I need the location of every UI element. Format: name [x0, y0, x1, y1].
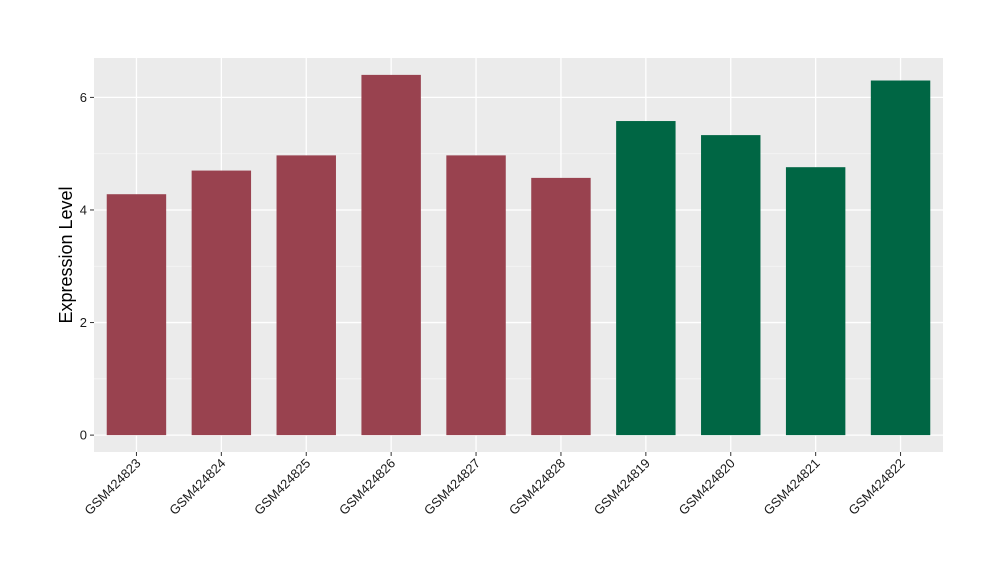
y-tick-label: 6	[80, 90, 87, 105]
x-tick-label: GSM424820	[676, 456, 738, 518]
x-tick-label: GSM424823	[81, 456, 143, 518]
x-tick-label: GSM424825	[251, 456, 313, 518]
bar-GSM424827	[446, 155, 506, 436]
bar-GSM424825	[276, 155, 336, 436]
bar-GSM424820	[701, 135, 761, 436]
bar-GSM424824	[191, 170, 252, 436]
x-tick-label: GSM424822	[845, 456, 907, 518]
y-axis: 0 2 4 6	[80, 90, 94, 443]
x-axis: GSM424823 GSM424824 GSM424825 GSM424826 GSM4…	[81, 452, 908, 518]
bar-GSM424819	[616, 121, 676, 436]
x-tick-label: GSM424826	[336, 456, 398, 518]
bars	[106, 74, 931, 436]
bar-GSM424826	[361, 74, 421, 436]
x-tick-label: GSM424821	[761, 456, 823, 518]
bar-GSM424822	[870, 80, 931, 436]
x-tick-label: GSM424824	[166, 456, 228, 518]
bar-GSM424823	[106, 194, 167, 436]
x-tick-label: GSM424828	[506, 456, 568, 518]
y-axis-title: Expression Level	[56, 186, 76, 323]
x-tick-label: GSM424819	[591, 456, 653, 518]
bar-GSM424821	[785, 167, 846, 436]
x-tick-label: GSM424827	[421, 456, 483, 518]
y-tick-label: 4	[80, 202, 87, 217]
bar-GSM424828	[531, 177, 591, 436]
y-tick-label: 2	[80, 315, 87, 330]
y-tick-label: 0	[80, 428, 87, 443]
